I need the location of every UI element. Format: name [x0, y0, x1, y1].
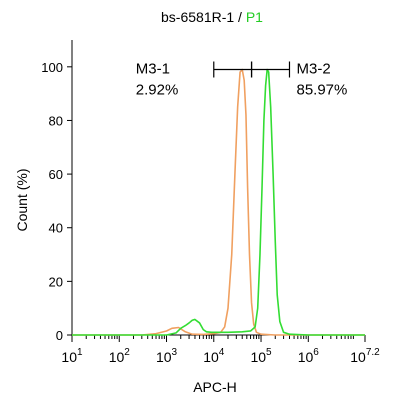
series-line-1 [72, 68, 365, 336]
chart-title-highlight: P1 [246, 9, 263, 25]
x-tick-label: 103 [156, 347, 178, 365]
x-tick-label: 102 [109, 347, 131, 365]
x-tick-label: 106 [298, 347, 320, 365]
y-tick-label: 60 [49, 167, 63, 182]
gate-label-1: M3-1 [136, 61, 170, 78]
chart-title: bs-6581R-1 / P1 [161, 9, 263, 25]
x-tick-label: 104 [203, 347, 225, 365]
plot-area: 0 20 40 60 80 100 101 102 103 104 105 106 107.2 M3-1 2… [41, 40, 380, 365]
gate-value-1: 2.92% [136, 82, 179, 99]
x-tick-label: 101 [61, 347, 83, 365]
chart-title-prefix: bs-6581R-1 / [161, 9, 246, 25]
y-axis-label: Count (%) [14, 168, 30, 231]
x-axis-label: APC-H [193, 379, 237, 395]
gate-value-2: 85.97% [296, 82, 347, 99]
y-tick-label: 20 [49, 274, 63, 289]
gate-label-2: M3-2 [296, 61, 330, 78]
y-tick-label: 100 [41, 60, 63, 75]
y-tick-label: 40 [49, 221, 63, 236]
y-tick-label: 0 [56, 328, 63, 343]
series-line-2 [72, 68, 365, 336]
x-tick-label: 107.2 [350, 347, 380, 365]
y-tick-label: 80 [49, 113, 63, 128]
x-tick-label: 105 [250, 347, 272, 365]
